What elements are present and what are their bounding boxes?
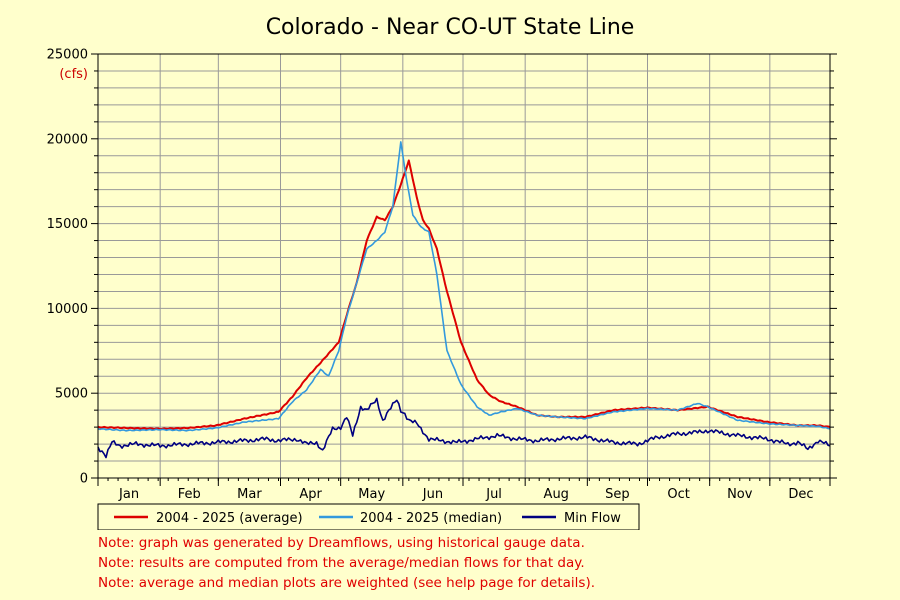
series-lines	[97, 141, 831, 459]
legend: 2004 - 2025 (average) 2004 - 2025 (media…	[97, 503, 640, 530]
x-tick-label: Sep	[605, 487, 630, 502]
x-tick-label: Mar	[237, 487, 262, 502]
plot-area	[98, 54, 830, 478]
legend-label-median: 2004 - 2025 (median)	[360, 511, 502, 526]
x-tick-label: May	[358, 487, 385, 502]
x-tick-label: Jun	[422, 487, 443, 502]
y-axis-unit-label: (cfs)	[59, 67, 88, 82]
x-tick-label: Jul	[485, 487, 502, 502]
x-tick-label: Feb	[178, 487, 201, 502]
x-tick-label: Oct	[667, 487, 689, 502]
legend-label-average: 2004 - 2025 (average)	[156, 511, 303, 526]
x-tick-label: Aug	[544, 487, 569, 502]
x-tick-label: Jan	[118, 487, 139, 502]
grid	[98, 54, 830, 478]
series-line-median	[97, 141, 831, 432]
y-tick-label: 20000	[47, 132, 88, 147]
series-line-min-flow	[97, 397, 831, 459]
x-tick-label: Dec	[788, 487, 813, 502]
plot-border	[97, 53, 831, 479]
x-tick-label: Nov	[727, 487, 753, 502]
chart-title: Colorado - Near CO-UT State Line	[266, 15, 635, 40]
y-tick-label: 5000	[55, 387, 88, 402]
flow-chart: Colorado - Near CO-UT State Line 0 5000 10…	[47, 15, 837, 530]
note-line: Note: graph was generated by Dreamflows,…	[98, 535, 585, 551]
legend-label-min-flow: Min Flow	[564, 511, 621, 526]
y-tick-label: 10000	[47, 302, 88, 317]
y-tick-label: 25000	[47, 48, 88, 63]
y-tick-label: 15000	[47, 217, 88, 232]
note-line: Note: results are computed from the aver…	[98, 555, 585, 571]
note-line: Note: average and median plots are weigh…	[98, 575, 596, 591]
x-tick-label: Apr	[299, 487, 322, 502]
notes-list: Note: graph was generated by Dreamflows,…	[98, 533, 595, 593]
y-tick-label: 0	[80, 472, 88, 487]
